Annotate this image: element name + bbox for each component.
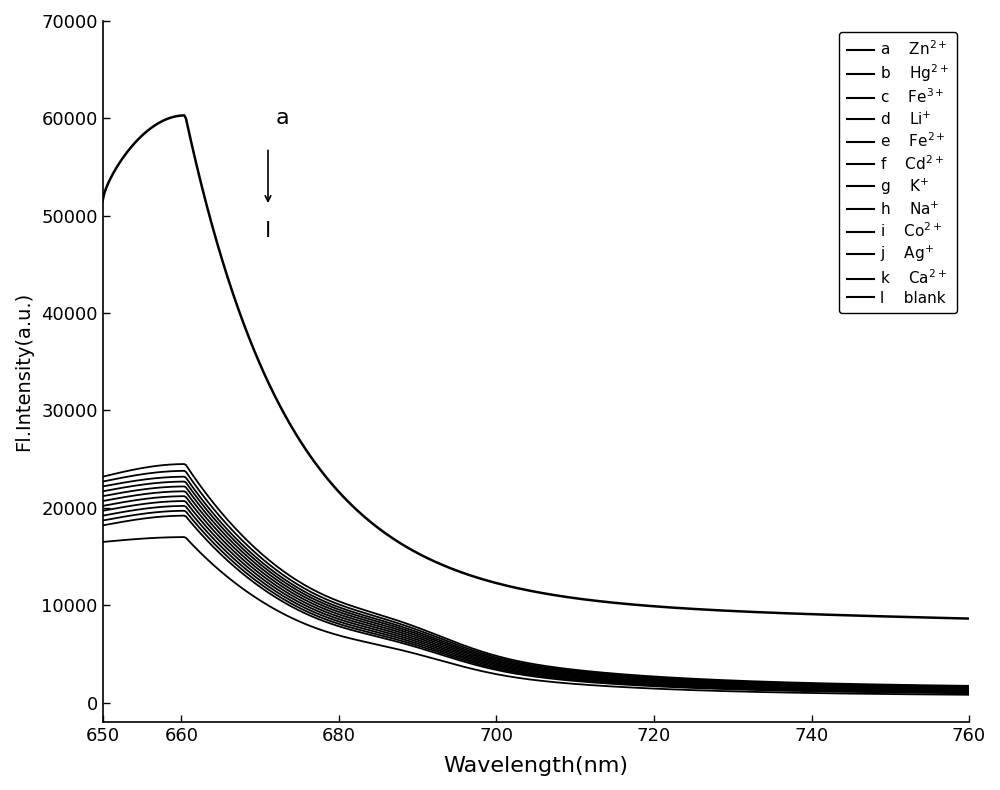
Text: a: a <box>276 108 290 128</box>
Y-axis label: Fl.Intensity(a.u.): Fl.Intensity(a.u.) <box>14 292 33 451</box>
Legend: a    Zn$^{2+}$, b    Hg$^{2+}$, c    Fe$^{3+}$, d    Li$^{+}$, e    Fe$^{2+}$, f: a Zn$^{2+}$, b Hg$^{2+}$, c Fe$^{3+}$, d… <box>839 32 957 314</box>
X-axis label: Wavelength(nm): Wavelength(nm) <box>443 756 628 776</box>
Text: l: l <box>265 220 271 240</box>
